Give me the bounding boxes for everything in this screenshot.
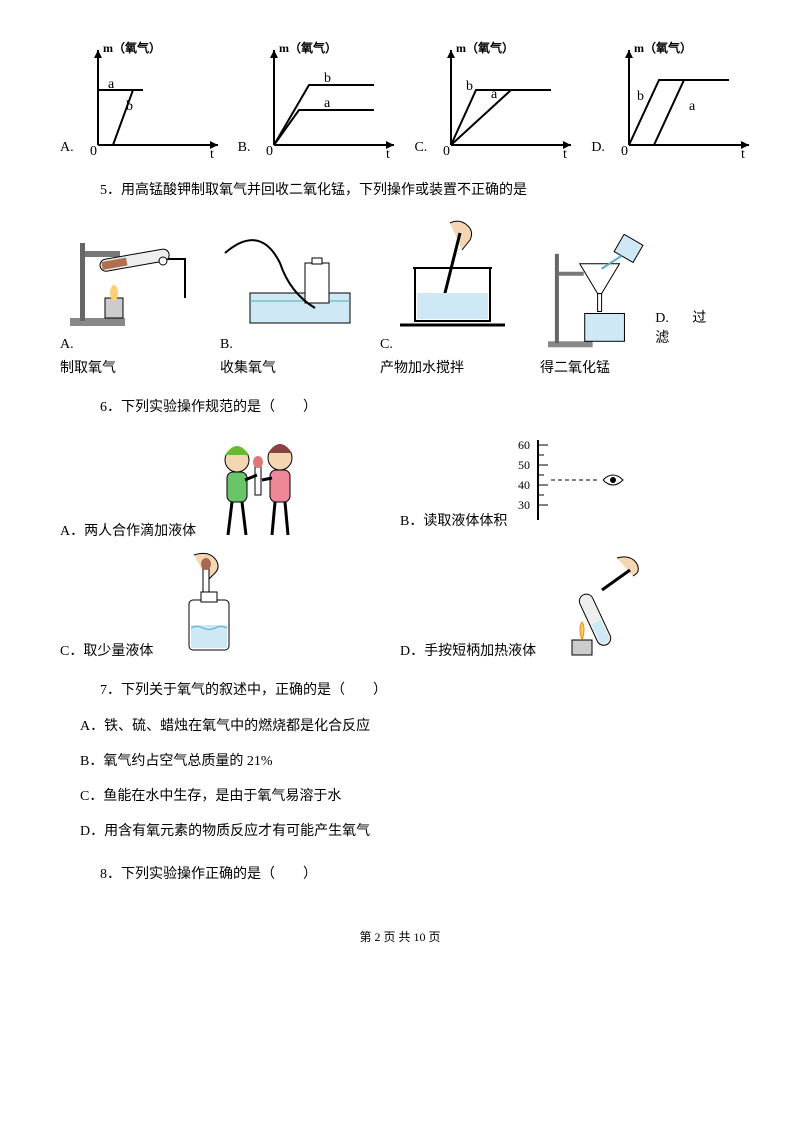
question-7: 7．下列关于氧气的叙述中，正确的是（ ） <box>100 678 740 703</box>
q6-row2: C．取少量液体 D．手按短柄加热液体 <box>60 550 740 660</box>
q5-option-b: B. 收集氧气 <box>220 213 360 377</box>
q7-option-c: C．鱼能在水中生存，是由于氧气易溶于水 <box>80 784 740 809</box>
q5-diagrams: A. 制取氧气 B. 收集氧气 <box>60 213 740 377</box>
q6-d-text: D．手按短柄加热液体 <box>400 640 536 660</box>
q6-c-figure-icon <box>159 550 269 660</box>
question-5: 5．用高锰酸钾制取氧气并回收二氧化锰，下列操作或装置不正确的是 <box>100 178 740 203</box>
q6-a-figure-icon <box>202 430 322 540</box>
q5-d-label: D. <box>655 311 669 326</box>
q6-b-figure-icon: 60 50 40 30 <box>513 430 633 530</box>
svg-text:30: 30 <box>518 498 530 512</box>
graph-d: m（氧气） 0 t b a <box>609 40 759 160</box>
q6-d-figure-icon <box>542 550 672 660</box>
q6-a-text: A．两人合作滴加液体 <box>60 520 196 540</box>
q5-a-caption: 制取氧气 <box>60 357 116 377</box>
svg-text:t: t <box>563 147 567 160</box>
svg-text:t: t <box>741 147 745 160</box>
svg-text:m（氧气）: m（氧气） <box>279 40 337 55</box>
option-d-container: D. m（氧气） 0 t b a <box>591 40 759 160</box>
graph-a: m（氧气） 0 t a b <box>78 40 228 160</box>
svg-text:a: a <box>491 87 498 102</box>
q5-option-a: A. 制取氧气 <box>60 213 200 377</box>
q7-option-b: B．氧气约占空气总质量的 21% <box>80 749 740 774</box>
svg-text:40: 40 <box>518 478 530 492</box>
option-c-label: C. <box>414 140 427 156</box>
svg-text:b: b <box>637 89 644 104</box>
svg-text:60: 60 <box>518 438 530 452</box>
svg-text:0: 0 <box>443 144 450 159</box>
series-a: a <box>108 77 115 92</box>
q5-b-caption: 收集氧气 <box>220 357 276 377</box>
option-d-label: D. <box>591 140 605 156</box>
svg-text:t: t <box>386 147 390 160</box>
svg-text:m（氧气）: m（氧气） <box>456 40 514 55</box>
q5-b-label: B. <box>220 337 233 352</box>
svg-text:m（氧气）: m（氧气） <box>634 40 692 55</box>
q5-option-c: C. 产物加水搅拌 <box>380 213 520 377</box>
option-b-label: B. <box>238 140 251 156</box>
option-a-container: A. m（氧气） 0 t a b <box>60 40 228 160</box>
graph-c: m（氧气） 0 t b a <box>431 40 581 160</box>
apparatus-d-icon <box>540 233 649 353</box>
q5-a-label: A. <box>60 337 74 352</box>
q5-d-caption: 得二氧化锰 <box>540 357 610 377</box>
apparatus-b-icon <box>220 213 360 333</box>
svg-text:0: 0 <box>266 144 273 159</box>
q6-b-text: B．读取液体体积 <box>400 510 507 530</box>
svg-text:a: a <box>689 99 696 114</box>
series-b: b <box>126 99 133 114</box>
svg-text:b: b <box>466 79 473 94</box>
graph-b: m（氧气） 0 t b a <box>254 40 404 160</box>
q5-c-caption: 产物加水搅拌 <box>380 357 464 377</box>
svg-text:a: a <box>324 96 331 111</box>
q5-option-d: D. 过滤 得二氧化锰 <box>540 233 720 377</box>
question-6: 6．下列实验操作规范的是（ ） <box>100 395 740 420</box>
question-8: 8．下列实验操作正确的是（ ） <box>100 862 740 887</box>
option-a-label: A. <box>60 140 74 156</box>
svg-text:b: b <box>324 71 331 86</box>
origin: 0 <box>90 144 97 159</box>
xlabel: t <box>210 147 214 160</box>
apparatus-c-icon <box>380 213 520 333</box>
svg-text:50: 50 <box>518 458 530 472</box>
q7-option-d: D．用含有氧元素的物质反应才有可能产生氧气 <box>80 819 740 844</box>
apparatus-a-icon <box>60 213 200 333</box>
q5-c-label: C. <box>380 337 393 352</box>
q7-option-a: A．铁、硫、蜡烛在氧气中的燃烧都是化合反应 <box>80 714 740 739</box>
option-b-container: B. m（氧气） 0 t b a <box>238 40 405 160</box>
q6-row1: A．两人合作滴加液体 <box>60 430 740 540</box>
q4-graphs-row: A. m（氧气） 0 t a b B. <box>60 40 740 160</box>
page-footer: 第 2 页 共 10 页 <box>60 928 740 945</box>
svg-text:0: 0 <box>621 144 628 159</box>
q6-c-text: C．取少量液体 <box>60 640 153 660</box>
ylabel: m（氧气） <box>103 40 161 55</box>
option-c-container: C. m（氧气） 0 t b a <box>414 40 581 160</box>
